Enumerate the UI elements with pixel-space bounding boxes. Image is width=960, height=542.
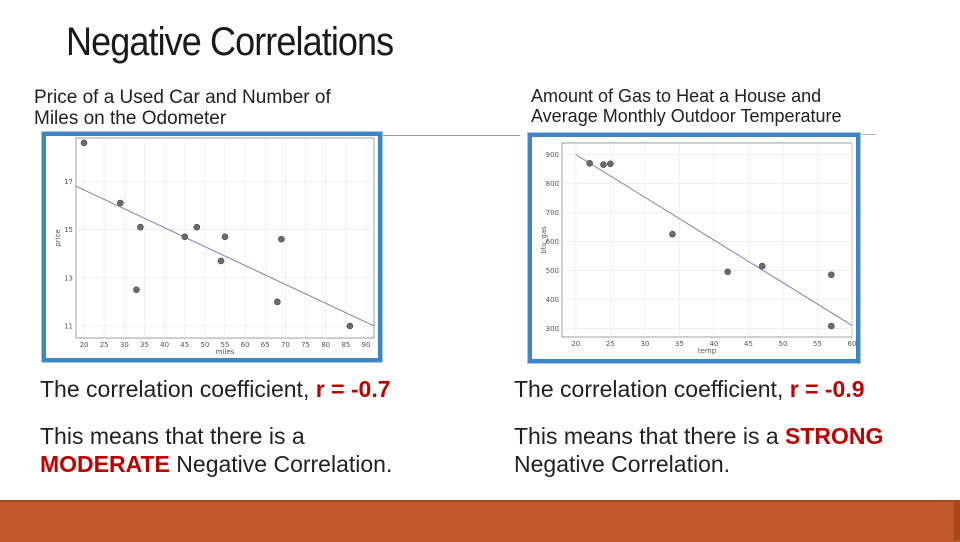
left-chart-y-tick-label: 13 [64, 274, 73, 282]
left-chart-data-point [116, 199, 124, 207]
left-scatter-svg: 20 25 30 35 40 45 50 55 60 65 70 75 80 85 90 11 13 15 17 mi… [54, 137, 375, 356]
right-chart-y-tick-label: 800 [546, 180, 559, 188]
left-chart-data-point [274, 298, 281, 306]
right-chart-data-point [586, 159, 593, 167]
left-chart-x-tick-label: 65 [261, 341, 270, 349]
caption-divider [380, 135, 520, 136]
left-coef-value: r = -0.7 [315, 376, 391, 402]
right-chart-x-tick-label: 60 [848, 340, 856, 348]
right-chart-x-axis-label: temp [698, 347, 717, 355]
right-chart-y-tick-label: 500 [546, 267, 559, 275]
left-chart-x-tick-label: 90 [361, 341, 370, 349]
right-chart-x-tick-label: 30 [640, 340, 649, 348]
right-chart-trendline [575, 154, 853, 326]
right-correlation-text: The correlation coefficient, r = -0.9 [514, 376, 865, 403]
right-chart-x-tick-label: 55 [813, 340, 822, 348]
right-chart-y-tick-label: 900 [546, 151, 559, 159]
right-meaning-suffix: Negative Correlation. [514, 451, 731, 477]
left-chart-data-point [137, 223, 144, 231]
left-chart-data-point [193, 223, 201, 231]
left-chart-x-tick-label: 50 [200, 341, 209, 349]
right-meaning-prefix: This means that there is a [514, 423, 786, 449]
left-chart-x-tick-label: 40 [160, 341, 169, 349]
right-chart-x-tick-label: 50 [778, 340, 787, 348]
left-chart-y-tick-label: 15 [64, 226, 73, 234]
left-chart-data-point [217, 257, 225, 265]
left-correlation-text: The correlation coefficient, r = -0.7 [40, 376, 391, 403]
left-caption-line2: Miles on the Odometer [34, 108, 227, 129]
right-chart-data-point [827, 322, 835, 330]
right-caption-line1: Amount of Gas to Heat a House and [531, 86, 822, 106]
left-chart-x-tick-label: 55 [221, 341, 230, 349]
left-chart-y-axis-label: price [54, 229, 62, 246]
left-chart-data-point [278, 235, 285, 243]
right-scatter-svg: 20 25 30 35 40 45 50 55 60 300 400 500 600 700 800 900 t… [540, 142, 856, 355]
right-chart-data-point [600, 161, 607, 169]
right-coef-prefix: The correlation coefficient, [514, 376, 790, 402]
left-chart-x-tick-label: 30 [120, 341, 129, 349]
left-chart-x-tick-label: 25 [100, 341, 109, 349]
right-chart-y-tick-label: 300 [546, 325, 559, 333]
left-chart-x-tick-label: 80 [321, 341, 330, 349]
left-chart-x-tick-label: 20 [80, 341, 89, 349]
left-scatter-chart: 20 25 30 35 40 45 50 55 60 65 70 75 80 85 90 11 13 15 17 mi… [42, 132, 382, 362]
left-chart-x-tick-label: 35 [140, 341, 149, 349]
right-chart-y-tick-label: 600 [546, 238, 559, 246]
right-coef-value: r = -0.9 [789, 376, 865, 402]
right-chart-data-point [827, 271, 835, 279]
left-chart-x-tick-label: 60 [241, 341, 250, 349]
right-scatter-chart: 20 25 30 35 40 45 50 55 60 300 400 500 600 700 800 900 t… [528, 133, 860, 363]
right-chart-x-tick-label: 35 [675, 340, 684, 348]
left-meaning-text: This means that there is a MODERATE Nega… [40, 422, 460, 478]
slide-title: Negative Correlations [66, 20, 394, 64]
left-coef-prefix: The correlation coefficient, [40, 376, 316, 402]
footer-bar [0, 500, 960, 542]
left-chart-x-tick-label: 45 [180, 341, 189, 349]
left-chart-data-point [181, 233, 189, 241]
left-chart-trendline [75, 185, 375, 327]
left-chart-x-tick-label: 85 [341, 341, 350, 349]
right-chart-y-tick-label: 400 [546, 296, 559, 304]
right-chart-plot-area [561, 142, 853, 338]
right-chart-caption: Amount of Gas to Heat a House and Averag… [531, 86, 842, 126]
left-meaning-prefix: This means that there is a [40, 423, 305, 449]
left-chart-x-tick-label: 70 [281, 341, 290, 349]
left-chart-data-point [346, 322, 354, 330]
right-chart-x-tick-label: 20 [571, 340, 580, 348]
right-chart-data-point [669, 230, 676, 238]
left-chart-data-point [221, 233, 229, 241]
right-chart-data-point [607, 160, 614, 168]
left-chart-y-tick-label: 11 [64, 322, 73, 330]
left-caption-line1: Price of a Used Car and Number of [34, 87, 331, 108]
right-chart-x-tick-label: 40 [709, 340, 718, 348]
right-meaning-strength: STRONG [785, 423, 884, 449]
right-chart-x-tick-label: 25 [606, 340, 615, 348]
right-chart-y-tick-label: 700 [546, 209, 559, 217]
left-meaning-suffix: Negative Correlation. [169, 451, 393, 477]
left-chart-data-point [80, 139, 88, 147]
right-chart-x-tick-label: 45 [744, 340, 753, 348]
left-chart-x-tick-label: 75 [301, 341, 310, 349]
right-caption-line2: Average Monthly Outdoor Temperature [531, 106, 842, 126]
footer-bar-cap [954, 500, 960, 540]
right-chart-data-point [758, 262, 766, 270]
left-chart-data-point [133, 286, 140, 294]
right-chart-y-axis-label: btu_gas [540, 226, 548, 254]
left-chart-caption: Price of a Used Car and Number of Miles … [34, 87, 331, 129]
left-meaning-strength: MODERATE [40, 451, 170, 477]
left-chart-x-axis-label: miles [216, 348, 235, 356]
right-meaning-text: This means that there is a STRONG Negativ… [514, 422, 944, 478]
left-chart-y-tick-label: 17 [64, 178, 73, 186]
right-chart-data-point [724, 268, 732, 276]
